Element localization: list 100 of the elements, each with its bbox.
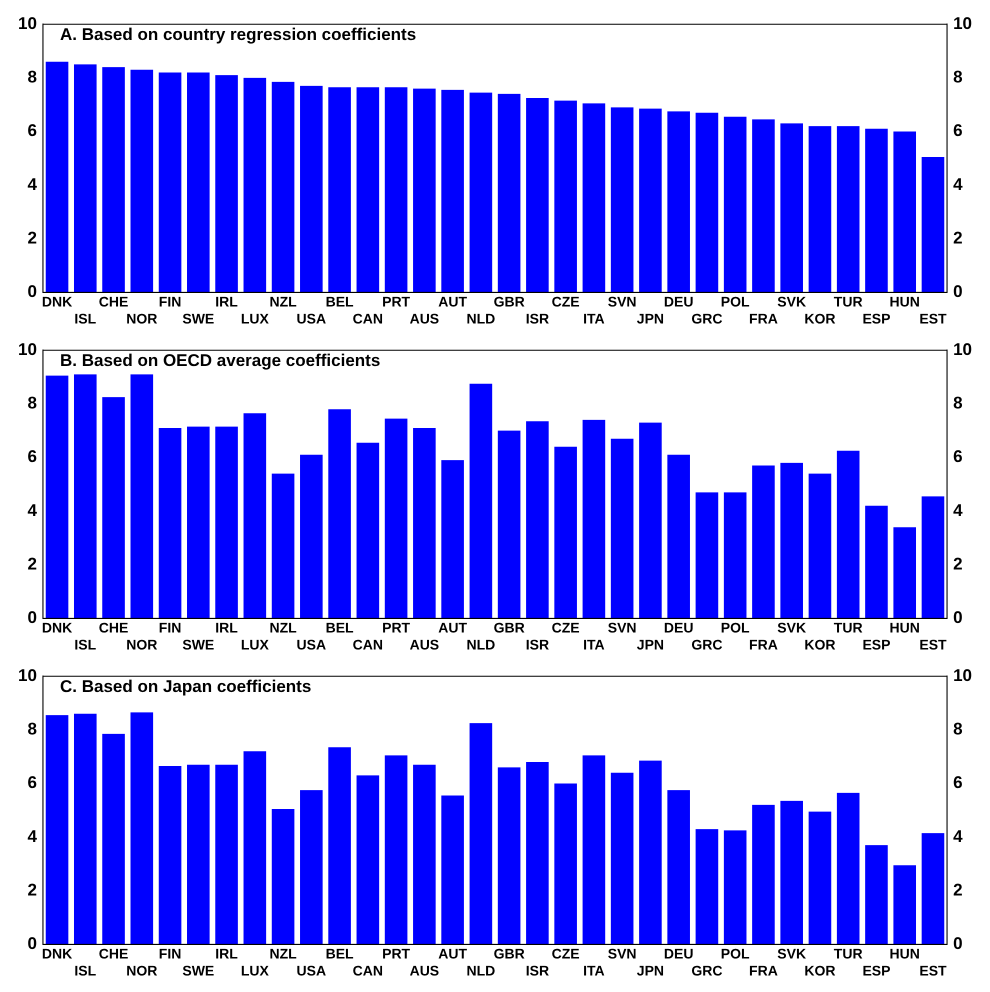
x-tick-label: ISR [526,310,550,326]
bar [639,760,662,944]
bar [582,420,606,618]
x-tick-label: NZL [269,946,298,962]
x-tick-label: USA [296,310,326,326]
x-tick-label: CAN [352,962,384,978]
x-tick-label: GBR [494,294,525,310]
bar [413,764,436,944]
x-tick-label: PRT [382,946,411,962]
bar [46,715,68,944]
bar [74,64,97,292]
x-tick-label: NLD [466,962,496,978]
y-tick-label: 10 [18,14,37,33]
x-tick-label: TUR [834,294,863,310]
y2-tick-label: 2 [953,880,963,900]
y-tick-label: 2 [27,228,37,248]
x-tick-label: IRL [215,946,238,962]
bar [808,474,832,618]
x-tick-label: JPN [636,636,664,652]
y2-tick-label: 8 [953,720,963,739]
x-tick-label: PRT [382,294,411,310]
x-tick-label: DEU [664,294,694,310]
x-tick-label: NZL [269,294,298,310]
x-tick-label: AUT [438,946,468,962]
x-tick-label: PRT [382,620,411,636]
x-tick-label: ISR [526,636,550,652]
bar [215,764,238,944]
bar [696,492,718,618]
x-tick-label: JPN [636,962,664,978]
bar [470,92,492,292]
bar [526,762,549,944]
x-tick-label: FRA [749,310,778,326]
y2-tick-label: 10 [953,666,972,685]
y2-tick-label: 4 [953,826,964,846]
bar [215,426,238,618]
x-tick-label: HUN [890,620,920,636]
bar [639,422,662,618]
x-tick-label: KOR [804,636,836,652]
bar [158,766,182,944]
bar [639,108,662,292]
y-tick-label: 2 [27,880,37,900]
bar [808,126,832,292]
x-tick-label: KOR [804,962,836,978]
bar [215,75,238,292]
x-tick-label: EST [919,962,948,978]
y-tick-label: 10 [18,340,37,359]
x-tick-label: EST [919,636,948,652]
bar [74,714,97,944]
x-tick-label: ESP [862,310,890,326]
y2-tick-label: 8 [953,68,963,87]
x-tick-label: EST [919,310,948,326]
y2-tick-label: 2 [953,554,963,574]
x-tick-label: NLD [466,636,496,652]
bar [244,751,266,944]
x-tick-label: TUR [834,946,863,962]
y-tick-label: 6 [27,773,37,792]
bar [130,70,154,292]
x-tick-label: LUX [240,962,270,978]
bar [356,87,380,292]
bar [102,734,125,944]
x-tick-label: FRA [749,636,778,652]
x-tick-label: DNK [42,946,72,962]
bar [46,376,68,618]
y-tick-label: 0 [27,608,37,628]
x-tick-label: SVK [777,294,806,310]
bar [356,442,380,618]
y2-tick-label: 6 [953,447,963,466]
bar [724,830,746,944]
bar [441,90,464,292]
bar [696,112,718,292]
bar [470,723,492,944]
x-tick-label: DEU [664,946,694,962]
x-tick-label: FIN [158,294,182,310]
y-tick-label: 6 [27,447,37,466]
x-tick-label: ESP [862,636,890,652]
x-tick-label: NLD [466,310,496,326]
bar [752,466,775,618]
bar [328,409,351,618]
x-tick-label: IRL [215,620,238,636]
bar [328,747,351,944]
bar [158,428,182,618]
bar [667,454,690,618]
bar [498,767,520,944]
x-tick-label: CZE [552,620,580,636]
bar [836,450,860,618]
y2-tick-label: 6 [953,773,963,792]
x-tick-label: HUN [890,946,920,962]
bar [780,462,803,618]
bar [328,87,351,292]
y-tick-label: 8 [27,720,37,739]
bar [244,78,266,292]
bar [610,438,634,618]
x-tick-label: FRA [749,962,778,978]
x-tick-label: ESP [862,962,890,978]
x-tick-label: TUR [834,620,863,636]
bar [187,764,210,944]
x-tick-label: GRC [691,636,722,652]
bar [808,812,832,944]
bar [922,833,944,944]
y-tick-label: 4 [27,174,38,194]
